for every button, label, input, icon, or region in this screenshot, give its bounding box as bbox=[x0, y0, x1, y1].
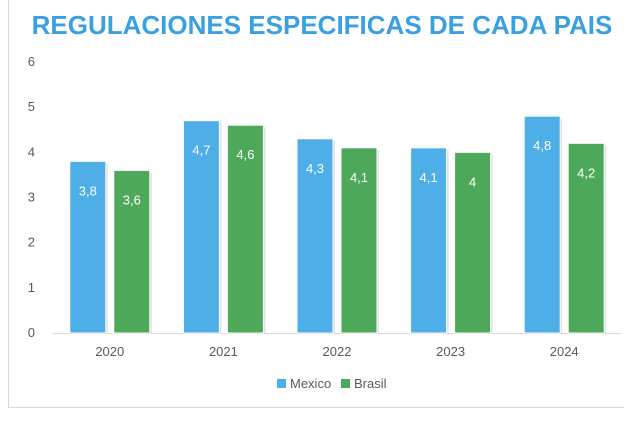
bar-brasil-2022 bbox=[340, 147, 378, 334]
data-label: 3,6 bbox=[123, 192, 141, 207]
y-axis: 0 1 2 3 4 5 6 bbox=[28, 54, 35, 340]
x-tick-label: 2022 bbox=[323, 344, 352, 359]
x-tick-label: 2020 bbox=[95, 344, 124, 359]
bar-mexico-2022 bbox=[296, 138, 334, 334]
legend-swatch-brasil bbox=[341, 379, 350, 388]
data-label: 4,1 bbox=[420, 170, 438, 185]
bar-mexico-2021 bbox=[182, 120, 220, 334]
bar-mexico-2023 bbox=[410, 147, 448, 334]
legend: Mexico Brasil bbox=[277, 376, 387, 391]
data-label: 4,7 bbox=[192, 143, 210, 158]
bar-mexico-2024 bbox=[523, 115, 561, 334]
y-tick-label: 5 bbox=[28, 99, 35, 114]
x-tick-label: 2024 bbox=[550, 344, 579, 359]
y-tick-label: 2 bbox=[28, 235, 35, 250]
bar-brasil-2020 bbox=[113, 169, 151, 334]
data-label: 4,6 bbox=[236, 147, 254, 162]
data-label: 3,8 bbox=[79, 183, 97, 198]
x-tick-label: 2021 bbox=[209, 344, 238, 359]
data-label: 4 bbox=[469, 174, 476, 189]
legend-label-mexico: Mexico bbox=[290, 376, 331, 391]
legend-label-brasil: Brasil bbox=[354, 376, 387, 391]
y-tick-label: 3 bbox=[28, 190, 35, 205]
chart-card: REGULACIONES ESPECIFICAS DE CADA PAIS 0 1… bbox=[8, 0, 624, 408]
data-label: 4,8 bbox=[533, 138, 551, 153]
legend-swatch-mexico bbox=[277, 379, 286, 388]
chart-title: REGULACIONES ESPECIFICAS DE CADA PAIS bbox=[32, 10, 613, 40]
y-tick-label: 6 bbox=[28, 54, 35, 69]
bar-brasil-2021 bbox=[226, 124, 264, 334]
bar-brasil-2023 bbox=[454, 151, 492, 334]
data-label: 4,3 bbox=[306, 161, 324, 176]
y-tick-label: 0 bbox=[28, 325, 35, 340]
bar-mexico-2020 bbox=[69, 160, 107, 334]
bars-group: 3,8 3,6 4,7 4,6 4,3 4,1 4,1 4 4,8 4,2 bbox=[69, 115, 607, 334]
y-tick-label: 1 bbox=[28, 280, 35, 295]
x-axis: 2020 2021 2022 2023 2024 bbox=[53, 333, 621, 359]
bar-brasil-2024 bbox=[567, 142, 605, 334]
data-label: 4,2 bbox=[577, 165, 595, 180]
bar-chart: REGULACIONES ESPECIFICAS DE CADA PAIS 0 1… bbox=[28, 10, 621, 391]
y-tick-label: 4 bbox=[28, 144, 35, 159]
x-tick-label: 2023 bbox=[436, 344, 465, 359]
data-label: 4,1 bbox=[350, 170, 368, 185]
